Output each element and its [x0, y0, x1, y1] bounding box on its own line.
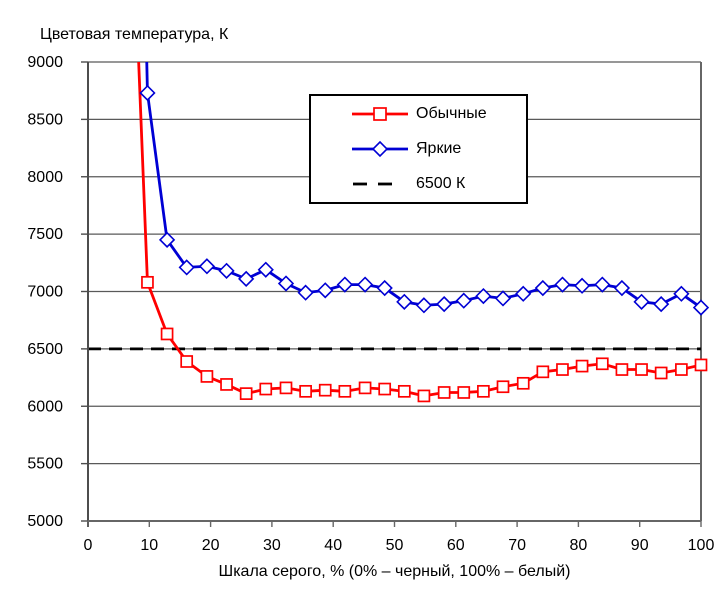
legend: Обычные Яркие 6500 К [309, 94, 528, 204]
series-1-marker [573, 277, 591, 294]
series-0-marker [378, 382, 392, 396]
series-1-marker [653, 295, 670, 313]
x-tick-label: 20 [202, 537, 220, 554]
series-0-marker [220, 378, 233, 391]
x-tick-label: 10 [140, 537, 158, 554]
series-0-marker [141, 275, 154, 289]
series-1-marker [376, 279, 393, 297]
series-1-marker [297, 284, 314, 301]
y-tick-label: 7000 [27, 284, 63, 301]
chart-title: Цветовая температура, К [40, 26, 229, 43]
y-tick-label: 5500 [27, 456, 63, 473]
x-axis-label: Шкала серого, % (0% – черный, 100% – бел… [218, 563, 571, 580]
legend-diamond-marker-swatch [352, 140, 408, 158]
series-1-marker [515, 285, 532, 302]
x-tick-label: 60 [447, 537, 465, 554]
series-1-marker [554, 276, 571, 293]
series-1-marker [494, 290, 512, 307]
series-1-marker [277, 275, 295, 292]
series-0-marker [279, 381, 293, 395]
series-0-marker [239, 387, 253, 400]
legend-label-series-0: Обычные [416, 105, 487, 122]
x-tick-label: 70 [508, 537, 526, 554]
x-tick-label: 40 [324, 537, 342, 554]
x-tick-label: 90 [631, 537, 649, 554]
legend-item-series-0: Обычные [311, 97, 526, 132]
series-1-marker [673, 285, 690, 302]
series-0-marker [675, 363, 688, 376]
series-0-marker [694, 358, 708, 372]
series-1-marker [436, 295, 453, 313]
series-1-marker [692, 299, 710, 316]
legend-item-reference-line: 6500 К [311, 167, 526, 202]
legend-item-series-1: Яркие [311, 132, 526, 167]
y-tick-label: 9000 [27, 54, 63, 71]
series-0-marker [358, 381, 372, 395]
series-0-marker [615, 363, 629, 376]
series-1-marker [218, 262, 235, 279]
y-tick-label: 5000 [27, 513, 63, 530]
y-tick-label: 8500 [27, 111, 63, 128]
series-0-markers [141, 275, 708, 403]
series-0-marker [259, 382, 273, 396]
y-tick-label: 8000 [27, 169, 63, 186]
legend-label-reference-line: 6500 К [416, 175, 466, 192]
series-1-marker [396, 293, 413, 310]
series-0-marker [654, 366, 668, 380]
x-tick-label: 50 [386, 537, 404, 554]
series-1-marker [257, 261, 274, 278]
series-1-marker [336, 276, 353, 293]
series-1-marker [594, 276, 611, 293]
legend-dashed-line-swatch [353, 182, 392, 186]
legend-label-series-1: Яркие [416, 140, 462, 157]
y-tick-label: 6000 [27, 398, 63, 415]
series-0-marker [635, 363, 648, 376]
series-0-marker [457, 386, 471, 399]
legend-square-marker-swatch [352, 107, 408, 121]
series-1-marker [158, 231, 176, 248]
x-tick-label: 0 [84, 537, 93, 554]
series-0-marker [299, 384, 312, 398]
x-tick-label: 30 [263, 537, 281, 554]
series-1-marker [633, 293, 650, 310]
series-1-marker [198, 258, 216, 275]
series-0-marker [437, 386, 451, 399]
series-0-marker [180, 355, 194, 368]
series-0-marker [556, 363, 569, 376]
series-0-marker [397, 384, 411, 398]
series-0-marker [200, 370, 214, 383]
y-tick-label: 6500 [27, 341, 63, 358]
series-1-marker [139, 84, 156, 102]
series-1-markers [139, 84, 710, 316]
series-0-marker [516, 376, 530, 390]
series-1-marker [613, 279, 631, 297]
series-0-marker [318, 383, 332, 397]
series-1-marker [238, 270, 255, 288]
series-0-marker [496, 380, 510, 394]
series-1-marker [534, 279, 551, 297]
series-1-marker [455, 292, 472, 309]
series-0-marker [536, 365, 550, 379]
series-0-marker [477, 384, 490, 398]
series-0-marker [595, 357, 609, 371]
series-1-marker [317, 282, 334, 299]
x-tick-label: 80 [570, 537, 588, 554]
series-0-marker [160, 327, 174, 341]
series-0-marker [575, 359, 589, 373]
y-tick-label: 7500 [27, 226, 63, 243]
series-1-marker [475, 287, 492, 305]
series-1-marker [178, 259, 195, 276]
series-0-marker [338, 384, 352, 398]
x-tick-label: 100 [688, 537, 715, 554]
series-1-marker [415, 297, 433, 314]
series-0-marker [417, 389, 431, 403]
series-1-marker [356, 276, 374, 293]
